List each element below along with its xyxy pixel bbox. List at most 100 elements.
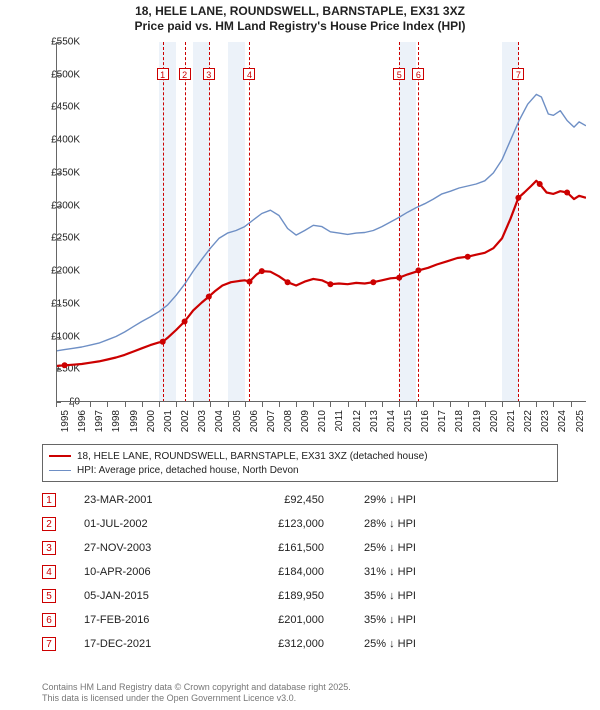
transaction-row-marker: 5 (42, 589, 56, 603)
transaction-row: 201-JUL-2002£123,00028% ↓ HPI (42, 512, 484, 536)
x-tick-label: 2017 (437, 410, 448, 432)
x-tick-label: 2018 (454, 410, 465, 432)
transaction-date: 23-MAR-2001 (84, 494, 224, 506)
transaction-date: 27-NOV-2003 (84, 542, 224, 554)
legend-label: HPI: Average price, detached house, Nort… (77, 465, 299, 476)
legend-item-hpi: HPI: Average price, detached house, Nort… (49, 463, 551, 477)
x-tick-label: 2011 (334, 410, 345, 432)
x-tick (107, 402, 108, 407)
transaction-row-marker: 7 (42, 637, 56, 651)
transaction-diff: 35% ↓ HPI (364, 614, 484, 626)
transaction-row: 1 23-MAR-2001£92,45029% ↓ HPI (42, 488, 484, 512)
x-tick (125, 402, 126, 407)
x-tick-label: 2010 (317, 410, 328, 432)
transaction-price: £201,000 (224, 614, 364, 626)
legend-swatch (49, 470, 71, 471)
x-tick-label: 2003 (197, 410, 208, 432)
x-tick-label: 2012 (352, 410, 363, 432)
x-tick-label: 2000 (146, 410, 157, 432)
x-tick (330, 402, 331, 407)
x-tick (553, 402, 554, 407)
legend-swatch (49, 455, 71, 457)
transaction-price: £161,500 (224, 542, 364, 554)
chart-title: 18, HELE LANE, ROUNDSWELL, BARNSTAPLE, E… (0, 4, 600, 34)
transaction-row-marker: 2 (42, 517, 56, 531)
legend: 18, HELE LANE, ROUNDSWELL, BARNSTAPLE, E… (42, 444, 558, 482)
footer-attribution: Contains HM Land Registry data © Crown c… (42, 682, 351, 705)
transaction-price: £312,000 (224, 638, 364, 650)
transaction-diff: 28% ↓ HPI (364, 518, 484, 530)
x-tick (348, 402, 349, 407)
x-tick-label: 2008 (283, 410, 294, 432)
transaction-diff: 31% ↓ HPI (364, 566, 484, 578)
x-tick (279, 402, 280, 407)
x-tick (193, 402, 194, 407)
transaction-diff: 25% ↓ HPI (364, 542, 484, 554)
transaction-row: 410-APR-2006£184,00031% ↓ HPI (42, 560, 484, 584)
x-tick-label: 2019 (472, 410, 483, 432)
transaction-row-marker: 6 (42, 613, 56, 627)
transactions-table: 1 23-MAR-2001£92,45029% ↓ HPI 2 01-JUL-2002… (42, 488, 484, 656)
axes-border (56, 42, 586, 402)
x-tick-label: 2014 (386, 410, 397, 432)
transaction-row: 5 05-JAN-2015£189,95035% ↓ HPI (42, 584, 484, 608)
transaction-row: 6 17-FEB-2016£201,00035% ↓ HPI (42, 608, 484, 632)
x-tick-label: 2006 (249, 410, 260, 432)
x-tick-label: 2005 (232, 410, 243, 432)
x-tick-label: 2020 (489, 410, 500, 432)
x-tick-label: 2004 (214, 410, 225, 432)
x-tick-label: 1999 (129, 410, 140, 432)
x-tick (90, 402, 91, 407)
transaction-row: 7 17-DEC-2021£312,00025% ↓ HPI (42, 632, 484, 656)
x-tick (519, 402, 520, 407)
x-tick (571, 402, 572, 407)
transaction-diff: 29% ↓ HPI (364, 494, 484, 506)
x-tick-label: 1996 (77, 410, 88, 432)
footer-line-1: Contains HM Land Registry data © Crown c… (42, 682, 351, 692)
transaction-row-marker: 1 (42, 493, 56, 507)
x-tick-label: 2025 (575, 410, 586, 432)
x-tick-label: 2001 (163, 410, 174, 432)
transaction-date: 17-FEB-2016 (84, 614, 224, 626)
x-tick-label: 2013 (369, 410, 380, 432)
transaction-date: 01-JUL-2002 (84, 518, 224, 530)
x-tick-label: 2024 (557, 410, 568, 432)
transaction-row-marker: 3 (42, 541, 56, 555)
x-tick (159, 402, 160, 407)
x-tick (416, 402, 417, 407)
transaction-date: 05-JAN-2015 (84, 590, 224, 602)
x-tick (485, 402, 486, 407)
x-tick-label: 1998 (111, 410, 122, 432)
x-tick (365, 402, 366, 407)
page: 18, HELE LANE, ROUNDSWELL, BARNSTAPLE, E… (0, 0, 600, 710)
x-tick (399, 402, 400, 407)
x-tick (313, 402, 314, 407)
x-tick (262, 402, 263, 407)
transaction-row: 3 27-NOV-2003£161,50025% ↓ HPI (42, 536, 484, 560)
x-tick (296, 402, 297, 407)
x-tick (210, 402, 211, 407)
x-tick (56, 402, 57, 407)
x-tick (536, 402, 537, 407)
x-tick-label: 1995 (60, 410, 71, 432)
legend-label: 18, HELE LANE, ROUNDSWELL, BARNSTAPLE, E… (77, 451, 428, 462)
legend-item-price-paid: 18, HELE LANE, ROUNDSWELL, BARNSTAPLE, E… (49, 449, 551, 463)
x-tick-label: 2002 (180, 410, 191, 432)
transaction-price: £92,450 (224, 494, 364, 506)
title-line-2: Price paid vs. HM Land Registry's House … (135, 19, 466, 33)
transaction-diff: 25% ↓ HPI (364, 638, 484, 650)
transaction-date: 17-DEC-2021 (84, 638, 224, 650)
x-tick-label: 2022 (523, 410, 534, 432)
x-tick (73, 402, 74, 407)
transaction-price: £184,000 (224, 566, 364, 578)
title-line-1: 18, HELE LANE, ROUNDSWELL, BARNSTAPLE, E… (135, 4, 465, 18)
chart-area: £0£50K£100K£150K£200K£250K£300K£350K£400… (28, 42, 586, 430)
transaction-diff: 35% ↓ HPI (364, 590, 484, 602)
x-tick (433, 402, 434, 407)
transaction-price: £189,950 (224, 590, 364, 602)
x-tick (468, 402, 469, 407)
x-tick (382, 402, 383, 407)
transaction-date: 10-APR-2006 (84, 566, 224, 578)
plot-area: 1234567 (56, 42, 586, 402)
x-tick-label: 1997 (94, 410, 105, 432)
